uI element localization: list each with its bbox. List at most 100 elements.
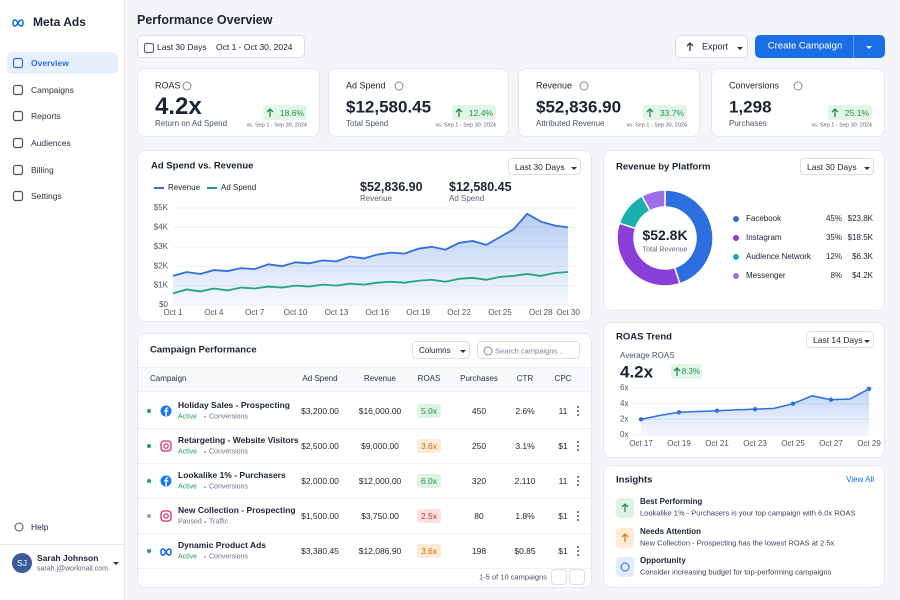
- campaign-objective: Conversions: [209, 448, 248, 456]
- kpi-compare: vs. Sep 1 - Sep 30, 2024: [811, 122, 872, 129]
- x-tick-label: Oct 25: [488, 308, 512, 317]
- roas-badge: [417, 509, 441, 523]
- y-tick-label: $2K: [154, 261, 169, 270]
- x-tick-label: Oct 29: [857, 439, 881, 448]
- row-menu: [577, 406, 579, 416]
- create-button[interactable]: Create Campaign: [755, 35, 885, 58]
- point: [752, 406, 758, 412]
- legend-amount: $18.5K: [847, 233, 873, 242]
- chart-svg: $0 $1K $2K $3K $4K $5K Oct 1 Oct 4 Oct 7 Oct 10 Oc…: [154, 203, 581, 317]
- caret-icon: [571, 167, 577, 170]
- campaign-name[interactable]: Lookalike 1% - Purchasers: [178, 469, 286, 480]
- bullet: [204, 486, 206, 488]
- menu-dot: [577, 410, 579, 412]
- roas-badge: [417, 474, 441, 488]
- campaign-name[interactable]: New Collection - Prospecting: [178, 504, 296, 515]
- kpi-value: 1,298: [729, 97, 772, 117]
- campaign-status: Active: [178, 413, 198, 421]
- roas-value: 4.2x: [620, 362, 654, 382]
- roas-card: ROAS Trend Last 14 Days Average ROAS 4.2x 8.…: [603, 322, 885, 458]
- user-name: Sarah Johnson: [37, 552, 99, 563]
- menu-dot: [577, 546, 579, 548]
- page-button[interactable]: [569, 569, 585, 585]
- menu-dot: [577, 515, 579, 517]
- bullet: [204, 521, 206, 523]
- view-all-link[interactable]: View All: [846, 475, 874, 484]
- date-dates: Oct 1 - Oct 30, 2024: [216, 41, 293, 52]
- insight-icon: [616, 498, 634, 518]
- legend-label: Facebook: [746, 214, 782, 223]
- nav-item[interactable]: Reports: [31, 110, 61, 121]
- roas-subtitle: Average ROAS: [620, 351, 675, 360]
- nav-active: [7, 52, 118, 74]
- roas-badge: [417, 404, 441, 418]
- campaign-objective: Conversions: [209, 553, 248, 561]
- status-dot: [147, 409, 151, 413]
- cell-ctr: 2.110: [514, 475, 536, 486]
- insight-text: New Collection - Prospecting has the low…: [640, 537, 835, 547]
- y-tick-label: $5K: [154, 203, 169, 212]
- row-divider: [138, 568, 591, 569]
- search-placeholder: Search campaigns...: [495, 345, 564, 355]
- cell-cpc: 11: [558, 405, 568, 416]
- campaign-status: Active: [178, 448, 198, 456]
- columns-button[interactable]: Columns: [412, 341, 470, 359]
- user-email: sarah.j@workmail.com: [37, 565, 108, 573]
- icon: [831, 108, 839, 117]
- change-value: 33.7%: [659, 107, 684, 118]
- range-dropdown[interactable]: Last 30 Days: [800, 158, 874, 175]
- caret-icon: [737, 47, 743, 50]
- icon: [266, 108, 274, 117]
- roas-badge: [417, 439, 441, 453]
- meta-icon: [12, 19, 24, 27]
- line: [172, 212, 569, 277]
- column-header: CPC: [554, 374, 572, 383]
- x-tick-label: Oct 28: [529, 308, 553, 317]
- nav-item[interactable]: Audiences: [31, 137, 71, 148]
- campaign-name[interactable]: Retargeting - Website Visitors: [178, 434, 299, 445]
- cell-cpc: $1: [558, 510, 568, 521]
- range-dropdown[interactable]: Last 14 Days: [806, 331, 874, 348]
- kpi-sub: Return on Ad Spend: [155, 119, 228, 128]
- kpi-value: $52,836.90: [536, 97, 622, 117]
- page-button[interactable]: [551, 569, 567, 585]
- change-badge: 8.3%: [671, 364, 702, 379]
- icon: [620, 562, 630, 572]
- row-divider: [138, 463, 591, 464]
- change-badge: 25.1%: [828, 105, 872, 120]
- export-label: Export: [702, 41, 729, 52]
- menu-dot: [577, 484, 579, 486]
- nav-item[interactable]: Overview: [31, 57, 69, 68]
- info-icon: [182, 81, 192, 91]
- caret-icon: [866, 46, 872, 49]
- help-link[interactable]: Help: [31, 521, 49, 532]
- change-badge: 18.6%: [263, 105, 307, 120]
- roas-value: 5.0x: [420, 405, 438, 416]
- range-dropdown[interactable]: Last 30 Days: [508, 158, 581, 175]
- kpi-label: Conversions: [729, 80, 780, 91]
- icon: [12, 190, 24, 202]
- change-badge: 33.7%: [643, 105, 687, 120]
- campaign-name[interactable]: Holiday Sales - Prospecting: [178, 399, 290, 410]
- info-icon: [394, 81, 404, 91]
- icon: [143, 42, 155, 54]
- status-dot: [147, 549, 151, 553]
- page-title: Performance Overview: [137, 12, 273, 27]
- nav-item[interactable]: Campaigns: [31, 84, 74, 95]
- campaign-name[interactable]: Dynamic Product Ads: [178, 539, 267, 550]
- nav-item[interactable]: Billing: [31, 164, 54, 175]
- cell-spend: $2,500.00: [301, 440, 339, 451]
- x-tick-label: Oct 4: [204, 308, 224, 317]
- icon: [621, 503, 629, 512]
- nav-item[interactable]: Settings: [31, 190, 62, 201]
- export-button[interactable]: Export: [675, 35, 748, 58]
- line: [172, 271, 569, 295]
- search-input[interactable]: Search campaigns...: [477, 341, 580, 359]
- x-tick-label: Oct 21: [705, 439, 729, 448]
- cell-ctr: 2.6%: [515, 405, 535, 416]
- point: [828, 397, 834, 402]
- date-picker[interactable]: Last 30 Days Oct 1 - Oct 30, 2024: [137, 35, 305, 58]
- cell-purchases: 320: [471, 475, 487, 486]
- cell-cpc: 11: [558, 475, 568, 486]
- nav-icon: [12, 190, 24, 202]
